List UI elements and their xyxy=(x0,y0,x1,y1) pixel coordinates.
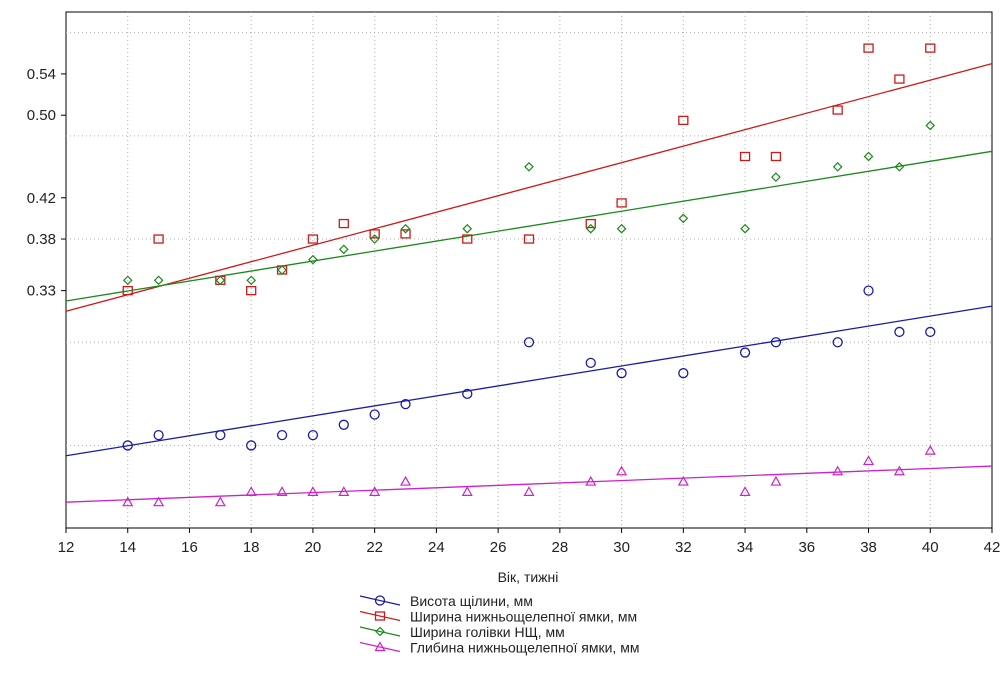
y-tick-label: 0.33 xyxy=(27,283,56,300)
x-tick-label: 18 xyxy=(243,539,260,556)
x-tick-label: 14 xyxy=(119,539,136,556)
x-tick-label: 38 xyxy=(860,539,877,556)
y-tick-label: 0.42 xyxy=(27,190,56,207)
legend-entry-label: Ширина голівки НЩ, мм xyxy=(410,624,565,640)
y-tick-label: 0.38 xyxy=(27,231,56,248)
x-tick-label: 32 xyxy=(675,539,692,556)
legend-entry-label: Глибина нижньощелепної ямки, мм xyxy=(410,640,639,656)
x-tick-label: 22 xyxy=(366,539,383,556)
y-tick-label: 0.54 xyxy=(27,66,56,83)
x-tick-label: 26 xyxy=(490,539,507,556)
x-tick-label: 12 xyxy=(58,539,75,556)
x-tick-label: 24 xyxy=(428,539,445,556)
legend-entry-label: Ширина нижньощелепної ямки, мм xyxy=(410,609,637,625)
x-tick-label: 16 xyxy=(181,539,198,556)
x-tick-label: 30 xyxy=(613,539,630,556)
x-tick-label: 40 xyxy=(922,539,939,556)
x-tick-label: 20 xyxy=(305,539,322,556)
y-tick-label: 0.50 xyxy=(27,107,56,124)
x-axis-title: Вік, тижні xyxy=(498,569,559,585)
x-tick-label: 36 xyxy=(798,539,815,556)
x-tick-label: 34 xyxy=(737,539,754,556)
x-tick-label: 42 xyxy=(984,539,1001,556)
legend-entry-label: Висота щілини, мм xyxy=(410,593,533,609)
x-tick-label: 28 xyxy=(552,539,569,556)
